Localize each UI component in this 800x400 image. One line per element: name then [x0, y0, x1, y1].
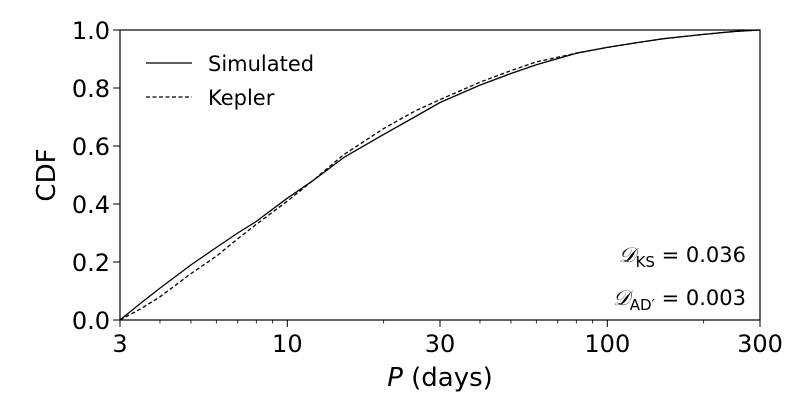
y-tick-label: 0.6	[72, 133, 110, 161]
y-tick-label: 0.2	[72, 249, 110, 277]
ks-statistic: 𝒟KS = 0.036	[619, 243, 746, 271]
x-axis-label-unit: (days)	[411, 363, 493, 393]
y-tick-label: 0.4	[72, 191, 110, 219]
series-line-kepler	[119, 29, 761, 321]
series-line-simulated	[119, 29, 761, 321]
x-axis-label-symbol: P	[387, 363, 403, 393]
x-tick-label: 300	[737, 330, 783, 358]
y-tick-label: 0.0	[72, 307, 110, 335]
x-tick-label: 3	[112, 330, 127, 358]
legend-label-simulated: Simulated	[208, 52, 314, 76]
legend-label-kepler: Kepler	[208, 86, 275, 110]
x-tick-label: 10	[272, 330, 303, 358]
series-layer	[119, 29, 761, 321]
x-tick-label: 100	[584, 330, 630, 358]
legend: Simulated Kepler	[146, 52, 314, 110]
y-tick-label: 1.0	[72, 17, 110, 45]
x-tick-label: 30	[425, 330, 456, 358]
y-tick-label: 0.8	[72, 75, 110, 103]
ad-statistic: 𝒟AD′ = 0.003	[613, 286, 746, 314]
x-axis-label: P (days)	[387, 363, 493, 393]
x-axis-ticks: 3 10 30 100 300	[112, 320, 783, 358]
y-axis-ticks: 0.0 0.2 0.4 0.6 0.8 1.0	[72, 17, 120, 335]
y-axis-label: CDF	[32, 148, 62, 201]
